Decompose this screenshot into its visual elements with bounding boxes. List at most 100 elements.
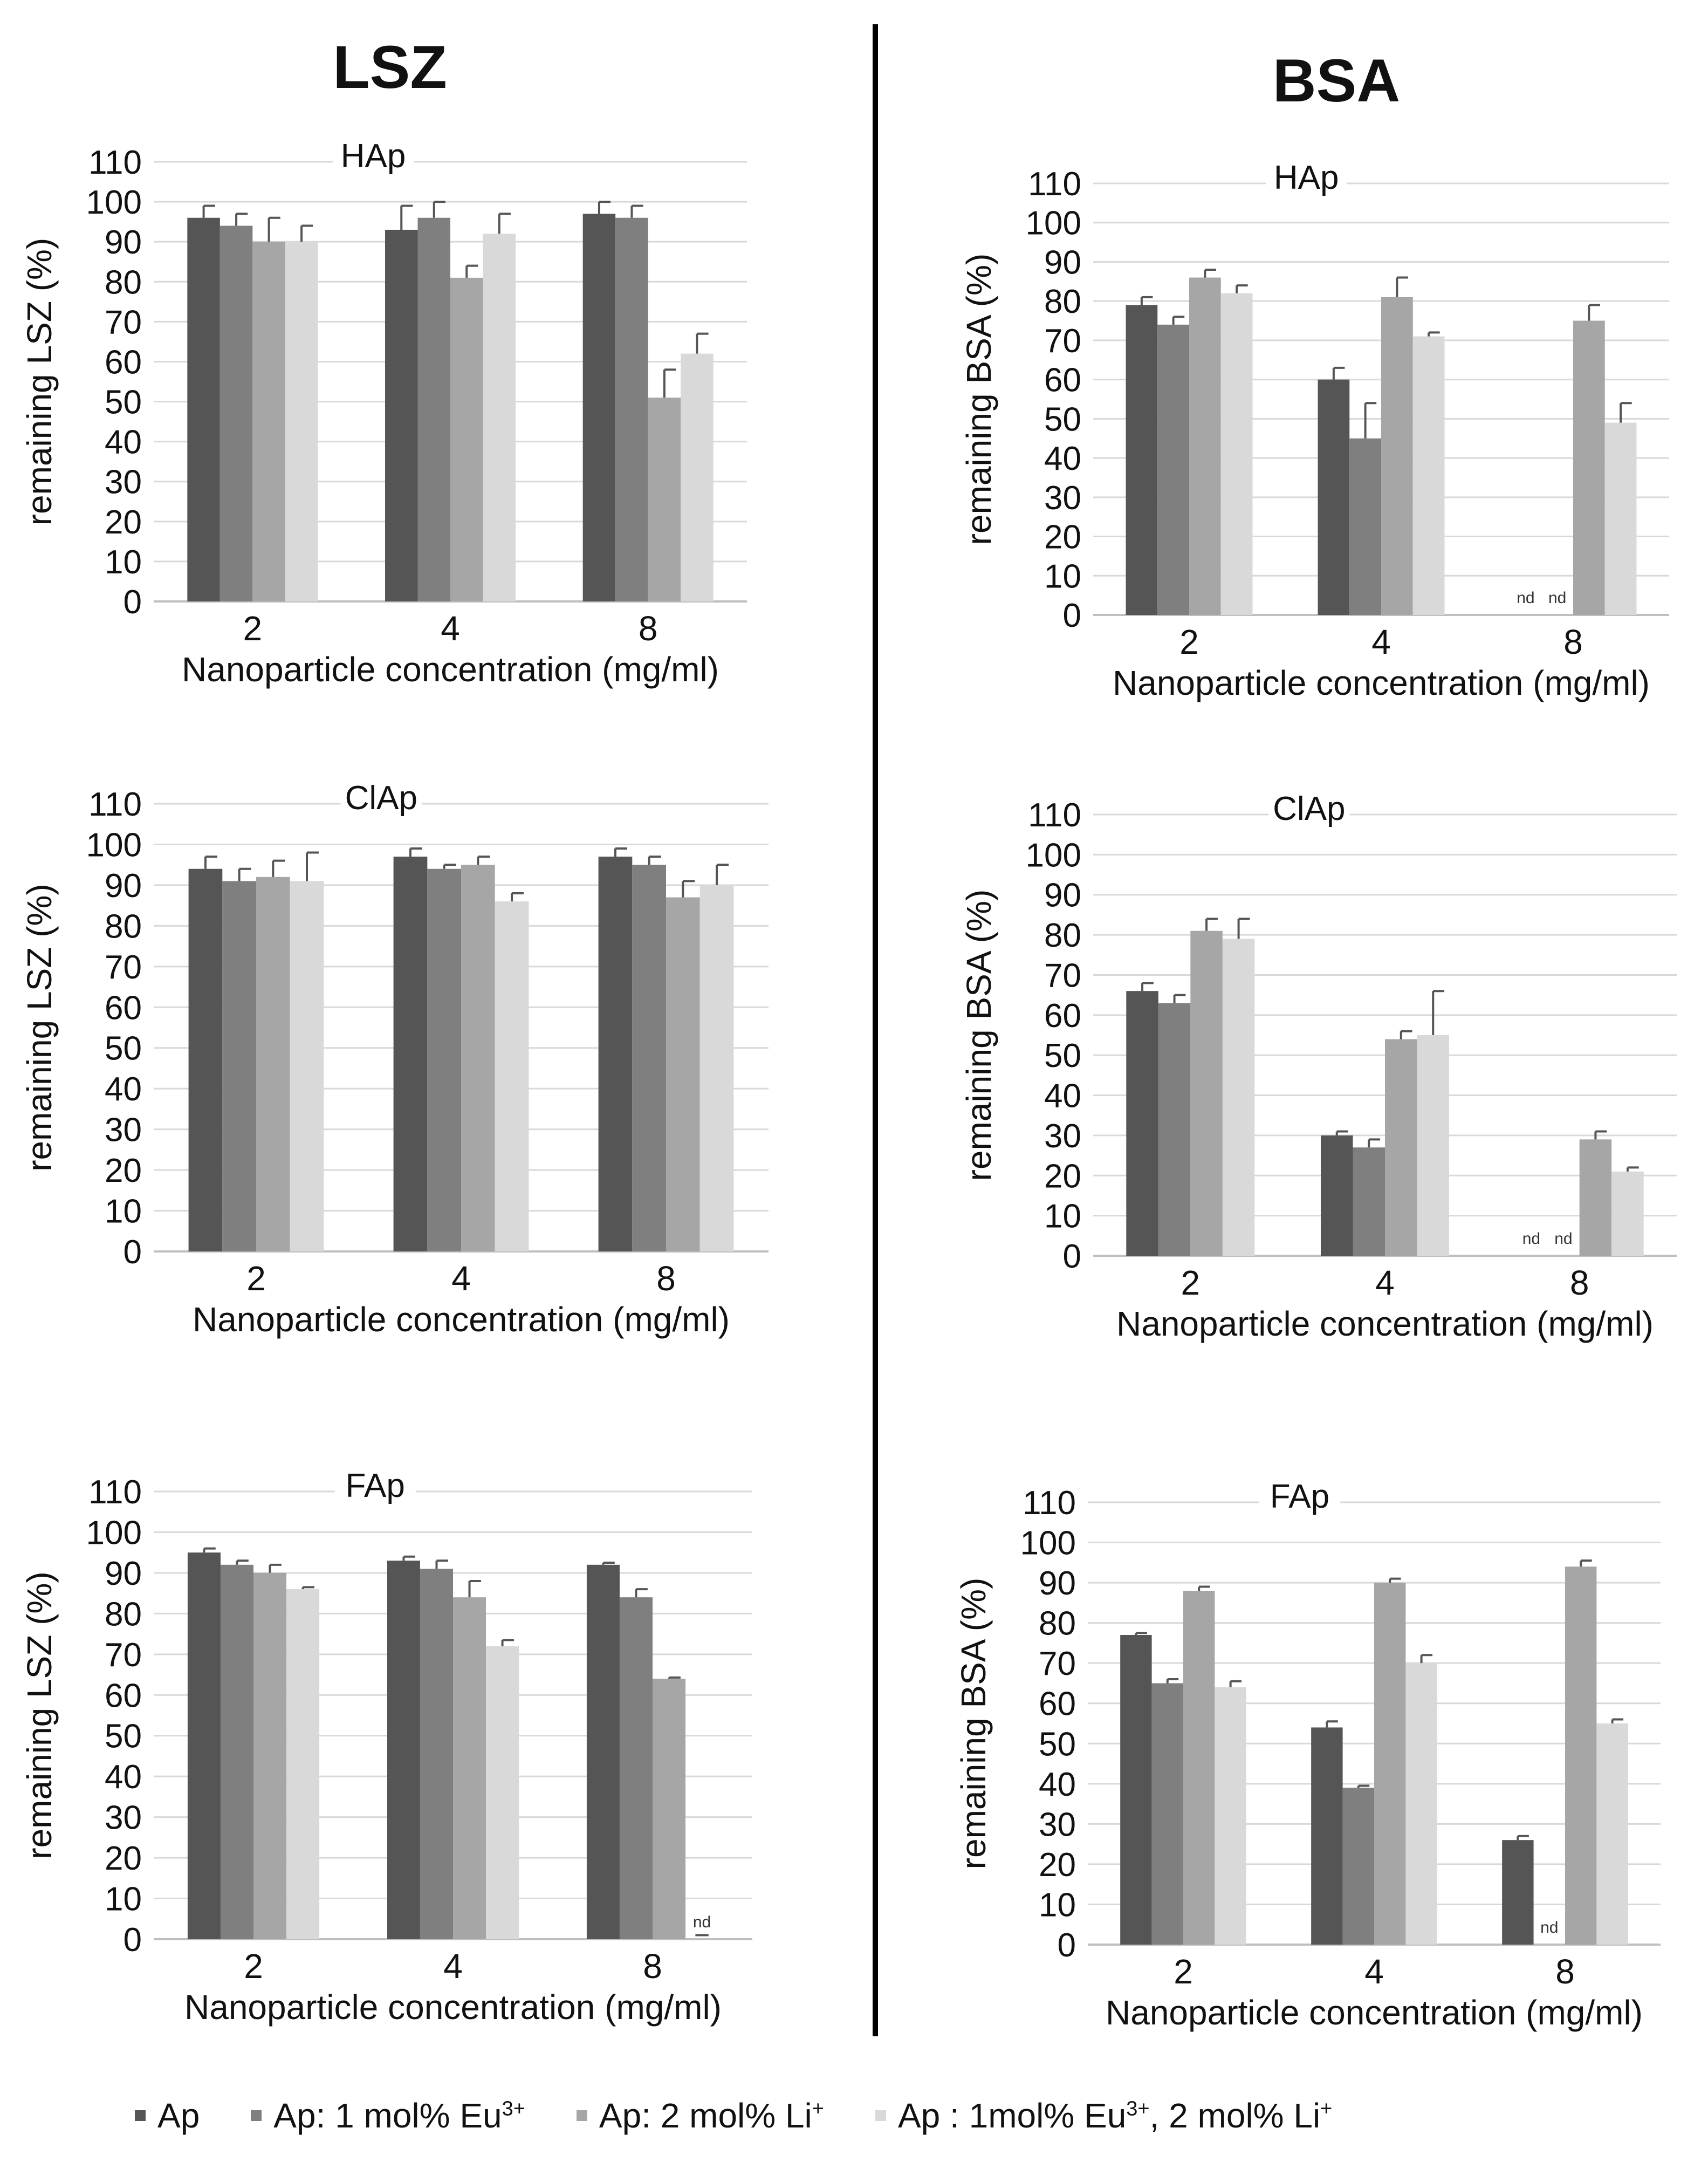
chart-title-background	[340, 777, 422, 815]
y-axis-label: remaining LSZ (%)	[20, 884, 59, 1172]
y-tick-label: 80	[105, 264, 142, 301]
bar	[1342, 1788, 1374, 1945]
bar	[653, 1679, 686, 1939]
x-axis-label: Nanoparticle concentration (mg/ml)	[1113, 663, 1650, 702]
y-tick-label: 40	[1044, 1078, 1081, 1115]
y-tick-label: 50	[105, 384, 142, 421]
y-tick-label: 20	[1039, 1846, 1076, 1884]
chart-title: ClAp	[1273, 790, 1345, 827]
column-title-left: LSZ	[333, 33, 447, 101]
nd-label: nd	[1554, 1230, 1572, 1248]
y-tick-label: 70	[1044, 957, 1081, 994]
y-tick-label: 40	[105, 424, 142, 461]
bar	[1189, 277, 1221, 615]
y-tick-label: 110	[88, 1474, 142, 1511]
chart-title: FAp	[1270, 1478, 1329, 1515]
y-tick-label: 60	[1044, 997, 1081, 1035]
bar	[222, 881, 256, 1251]
bar	[1190, 930, 1223, 1256]
y-tick-label: 40	[105, 1759, 142, 1796]
y-tick-label: 60	[105, 989, 142, 1027]
y-tick-label: 30	[105, 1112, 142, 1149]
bar	[1220, 293, 1253, 615]
bar	[461, 865, 495, 1251]
bar	[219, 225, 253, 601]
y-tick-label: 110	[1028, 797, 1081, 834]
y-tick-label: 100	[86, 1514, 142, 1551]
bar	[1215, 1687, 1246, 1945]
y-tick-label: 50	[1044, 401, 1081, 438]
bar	[619, 1597, 653, 1939]
bar	[286, 1589, 320, 1939]
bar	[1611, 1171, 1644, 1256]
x-tick-label: 4	[1364, 1952, 1384, 1991]
chart-title-background	[1259, 1475, 1340, 1513]
legend-item-eu: Ap: 1 mol% Eu3+	[251, 2096, 525, 2136]
legend: Ap Ap: 1 mol% Eu3+ Ap: 2 mol% Li+ Ap : 1…	[135, 2096, 1383, 2136]
bar	[1604, 422, 1637, 615]
x-tick-label: 8	[656, 1259, 676, 1298]
bar	[187, 1552, 221, 1939]
y-tick-label: 20	[105, 1152, 142, 1189]
chart-title-background	[333, 135, 414, 173]
y-tick-label: 100	[86, 184, 142, 221]
x-tick-label: 4	[441, 609, 460, 648]
bar	[252, 242, 285, 601]
y-tick-label: 100	[1020, 1525, 1076, 1562]
y-tick-label: 10	[1044, 558, 1081, 595]
bar	[1412, 336, 1445, 615]
bar	[385, 229, 418, 601]
y-tick-label: 100	[86, 826, 142, 864]
bar	[290, 881, 324, 1251]
x-axis-label: Nanoparticle concentration (mg/ml)	[182, 650, 719, 689]
y-tick-label: 40	[1044, 440, 1081, 477]
bar	[187, 217, 220, 601]
y-tick-label: 90	[1044, 244, 1081, 281]
y-tick-label: 20	[105, 504, 142, 541]
y-tick-label: 0	[1063, 597, 1081, 634]
chart-title-background	[1268, 788, 1350, 825]
y-tick-label: 70	[1044, 323, 1081, 360]
bar	[632, 865, 666, 1251]
y-tick-label: 50	[105, 1718, 142, 1755]
y-tick-label: 30	[105, 1799, 142, 1837]
legend-label-li: Ap: 2 mol% Li+	[599, 2096, 824, 2135]
column-divider	[873, 24, 878, 2036]
y-tick-label: 10	[1039, 1886, 1076, 1924]
y-tick-label: 100	[1026, 205, 1081, 242]
bar	[253, 1572, 287, 1939]
x-tick-label: 8	[643, 1947, 662, 1986]
y-tick-label: 50	[1044, 1037, 1081, 1075]
x-tick-label: 8	[1555, 1952, 1575, 1991]
bar	[1126, 991, 1158, 1256]
chart-title: ClAp	[345, 779, 417, 817]
x-axis-label: Nanoparticle concentration (mg/ml)	[184, 1988, 722, 2027]
bar	[1374, 1583, 1406, 1945]
x-tick-label: 4	[1371, 622, 1391, 661]
bar	[1126, 305, 1158, 615]
bar	[1183, 1591, 1215, 1945]
x-tick-label: 8	[1570, 1263, 1589, 1302]
y-tick-label: 30	[1039, 1806, 1076, 1843]
x-tick-label: 2	[1174, 1952, 1193, 1991]
y-tick-label: 0	[124, 1921, 142, 1959]
legend-swatch-eu-li	[875, 2110, 886, 2121]
x-tick-label: 4	[1375, 1263, 1395, 1302]
y-tick-label: 30	[1044, 480, 1081, 517]
y-tick-label: 110	[88, 144, 142, 181]
bar	[1349, 438, 1381, 615]
bar	[699, 885, 734, 1251]
y-tick-label: 110	[88, 786, 142, 823]
nd-label: nd	[1517, 589, 1534, 607]
bar	[427, 868, 461, 1251]
bar	[1222, 939, 1255, 1256]
legend-label-eu-li: Ap : 1mol% Eu3+, 2 mol% Li+	[897, 2096, 1333, 2135]
x-tick-label: 2	[1181, 1263, 1201, 1302]
bar	[285, 242, 318, 601]
bar	[582, 214, 616, 601]
x-tick-label: 4	[451, 1259, 471, 1298]
bar	[1385, 1039, 1417, 1256]
chart-title: HAp	[341, 138, 406, 175]
y-tick-label: 70	[105, 304, 142, 341]
